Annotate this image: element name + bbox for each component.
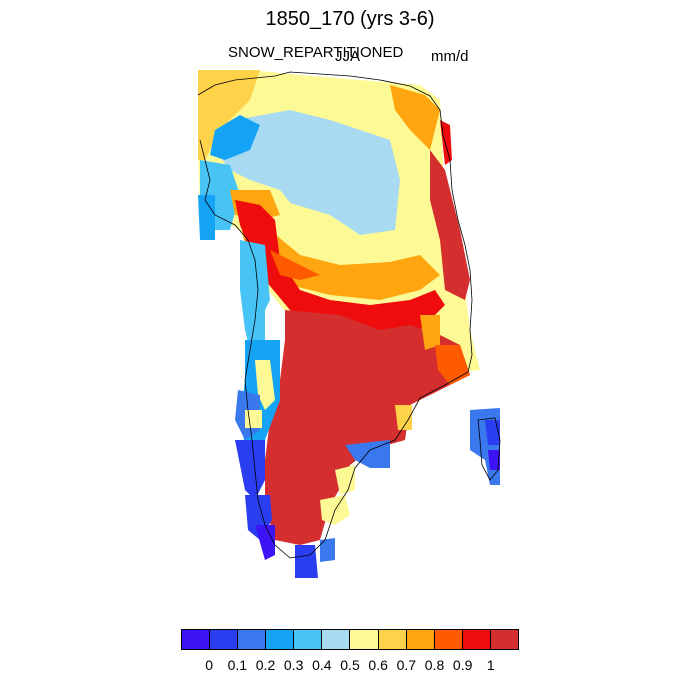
- colorbar-swatch: [322, 630, 351, 649]
- colorbar-tick-label: 0.3: [283, 657, 304, 673]
- map-cell: [420, 315, 440, 350]
- map-cell: [430, 150, 470, 300]
- map-cell: [198, 195, 215, 240]
- colorbar-tick-label: 0.8: [424, 657, 445, 673]
- colorbar-tick-label: 0.6: [368, 657, 388, 673]
- map-cell: [235, 440, 265, 500]
- colorbar: [181, 629, 519, 650]
- map-cell: [485, 420, 500, 445]
- colorbar-swatch: [434, 630, 463, 649]
- map-cell: [280, 200, 410, 260]
- map-cell: [320, 538, 335, 562]
- map-cell: [210, 115, 260, 160]
- island-coastline: [477, 417, 501, 481]
- map-cell: [270, 250, 320, 280]
- colorbar-swatch: [406, 630, 435, 649]
- map-cell: [435, 345, 470, 385]
- colorbar-swatch: [182, 630, 211, 649]
- map-cell: [488, 450, 500, 470]
- map-title: 1850_170 (yrs 3-6): [265, 8, 435, 30]
- map-cell: [245, 300, 265, 350]
- colorbar-swatch: [490, 630, 518, 649]
- map-cell: [335, 465, 355, 495]
- map-cell: [265, 80, 380, 100]
- colorbar-swatch: [266, 630, 295, 649]
- season-label: JJA: [335, 48, 361, 65]
- colorbar-swatch: [294, 630, 323, 649]
- map-cell: [255, 525, 275, 560]
- colorbar-swatch: [350, 630, 379, 649]
- colorbar-tick-label: 0.4: [312, 657, 332, 673]
- map-cell: [440, 120, 452, 165]
- map-cell: [345, 440, 390, 468]
- map-cell: [235, 200, 445, 335]
- units-label: mm/d: [431, 48, 469, 65]
- map-cell: [390, 85, 440, 150]
- colorbar-swatch: [378, 630, 407, 649]
- colorbar-tick-label: 0.7: [396, 657, 417, 673]
- colorbar-tick-label: 1: [486, 657, 495, 673]
- colorbar-swatch: [210, 630, 239, 649]
- variable-label: SNOW_REPARTITIONED: [228, 44, 404, 61]
- south-region: [265, 310, 470, 545]
- colorbar-swatch: [462, 630, 491, 649]
- colorbar-tick-label: 0.1: [227, 657, 248, 673]
- colorbar-tick-label: 0.9: [452, 657, 473, 673]
- colorbar-tick-label: 0: [205, 657, 214, 673]
- colorbar-swatch: [238, 630, 267, 649]
- map-cell: [300, 140, 360, 200]
- colorbar-tick-label: 0.2: [255, 657, 276, 673]
- map-cell: [395, 405, 412, 430]
- coastline: [197, 71, 473, 559]
- map-cell: [245, 410, 262, 428]
- colorbar-tick-label: 0.5: [340, 657, 360, 673]
